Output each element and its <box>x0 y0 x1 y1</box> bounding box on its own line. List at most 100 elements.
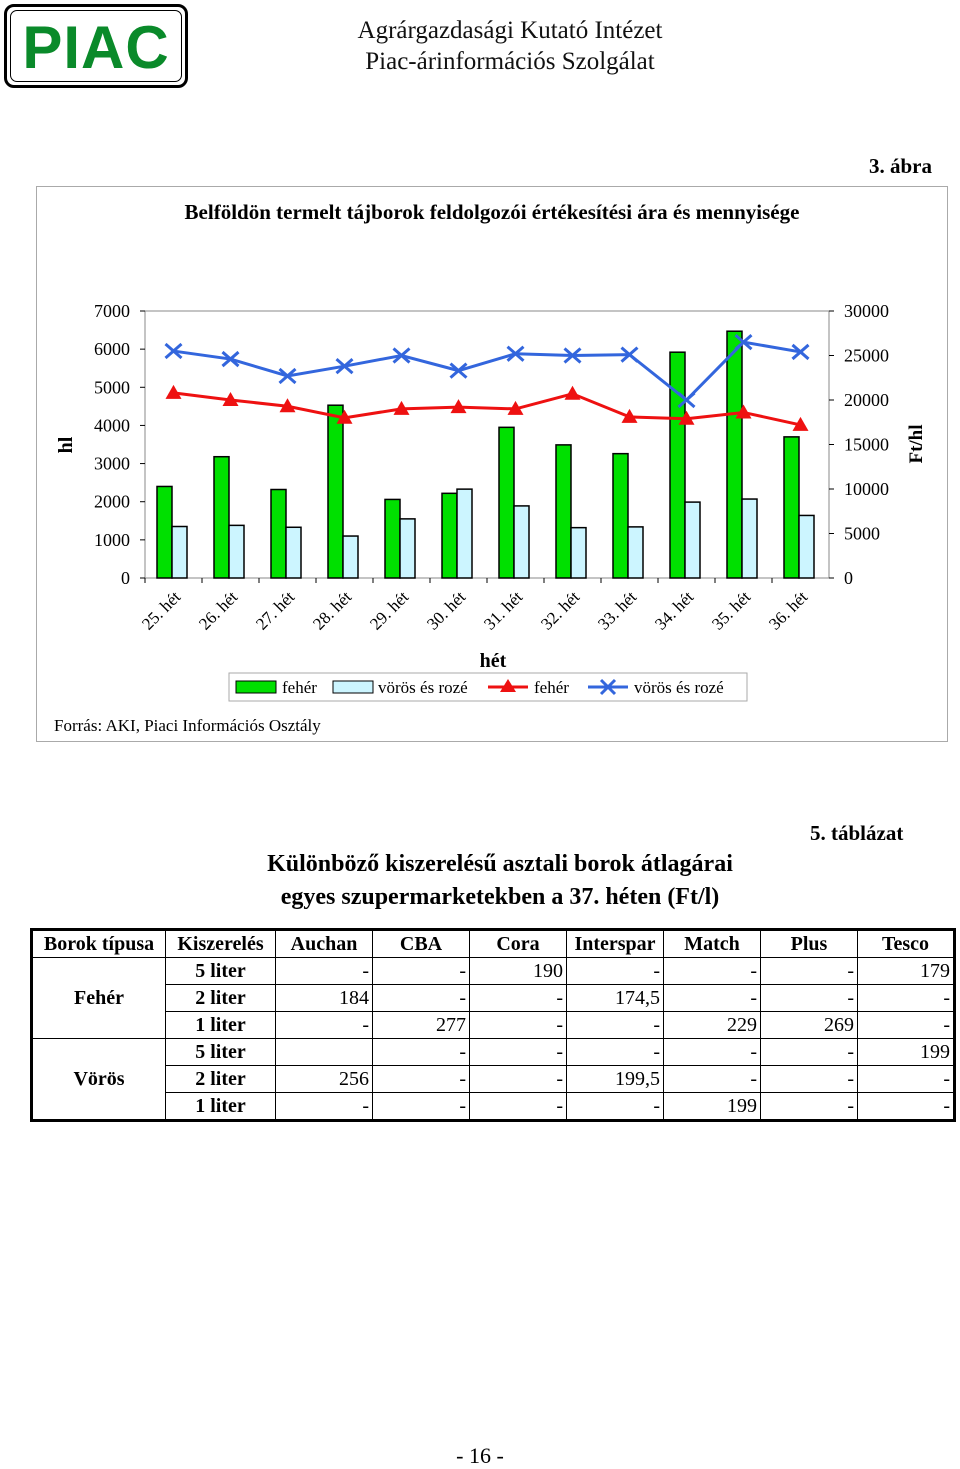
left-tick-label: 3000 <box>94 454 130 474</box>
line-white-price <box>173 391 801 427</box>
bar-white <box>384 498 401 579</box>
x-tick-label: 26. hét <box>195 587 241 633</box>
price-cell: - <box>760 1065 858 1093</box>
price-cell: 179 <box>857 957 955 985</box>
price-cell: - <box>372 957 470 985</box>
bar-red-rose <box>456 488 473 579</box>
x-axis-ticks: 25. hét 26. hét 27. hét 28. hét 29. hét 30. h… <box>138 587 811 633</box>
price-cell: - <box>760 1092 858 1121</box>
left-tick-label: 0 <box>121 568 130 588</box>
triangle-marker <box>507 400 524 415</box>
price-cell: - <box>566 1038 664 1066</box>
price-cell: - <box>372 1065 470 1093</box>
bar-red-rose <box>627 526 644 579</box>
price-cell: - <box>469 1038 567 1066</box>
bar-red-rose <box>171 525 188 579</box>
table-title-line1: Különböző kiszerelésű asztali borok átla… <box>267 851 733 877</box>
left-tick-label: 4000 <box>94 415 130 435</box>
price-cell: - <box>275 1092 373 1121</box>
legend-marker-x <box>599 678 617 696</box>
plot-area <box>144 310 830 579</box>
bar-red-rose <box>228 524 245 579</box>
price-cell: - <box>857 984 955 1012</box>
piac-logo: PIAC <box>4 4 188 88</box>
x-marker-stroke <box>734 334 753 351</box>
right-tick-label: 0 <box>844 568 853 588</box>
column-header: Kiszerelés <box>165 929 276 958</box>
price-cell: 199 <box>857 1038 955 1066</box>
table-title-line2: egyes szupermarketekben a 37. héten (Ft/… <box>280 884 720 910</box>
y-axis-label: hl <box>55 436 77 453</box>
price-cell: - <box>663 984 761 1012</box>
x-marker-stroke <box>164 342 183 360</box>
left-tick-label: 6000 <box>94 339 130 359</box>
left-tick-label: 5000 <box>94 377 130 397</box>
column-header: Tesco <box>857 929 955 958</box>
package-cell: 1 liter <box>165 1011 276 1039</box>
table-header-row: Borok típusa Kiszerelés Auchan CBA Cora Inter… <box>31 929 955 958</box>
table-number: 5. táblázat <box>810 821 904 845</box>
price-cell: 199,5 <box>566 1065 664 1093</box>
table-title: Különböző kiszerelésű asztali borok átla… <box>200 848 800 914</box>
triangle-marker <box>678 410 695 425</box>
line-series <box>164 334 810 431</box>
combo-chart: 0 1000 2000 3000 4000 5000 6000 7000 0 5000 10000… <box>55 301 927 702</box>
triangle-marker <box>222 392 239 406</box>
line-red-rose-price <box>173 340 801 403</box>
bar-red-rose <box>399 518 416 579</box>
right-tick-label: 15000 <box>844 435 889 455</box>
column-header: Borok típusa <box>31 929 166 958</box>
x-tick-label: 33. hét <box>594 587 640 633</box>
bar-red-rose <box>342 535 359 579</box>
price-cell: 269 <box>760 1011 858 1039</box>
price-cell: - <box>566 1092 664 1121</box>
x-marker-stroke <box>791 343 810 361</box>
triangle-marker <box>393 400 410 415</box>
table-row: 2 liter 184- -174,5- - - <box>32 984 955 1012</box>
table-row: 2 liter 256- -199,5- - - <box>32 1065 955 1093</box>
x-marker-stroke <box>335 358 354 375</box>
x-marker <box>734 334 753 351</box>
x-marker <box>392 347 411 364</box>
x-tick-label: 29. hét <box>366 587 412 633</box>
price-cell: - <box>663 1065 761 1093</box>
bar-white <box>327 404 344 579</box>
logo-text: PIAC <box>22 14 170 81</box>
logo-inner-border <box>10 10 182 82</box>
right-tick-label: 20000 <box>844 390 889 410</box>
price-cell: - <box>372 984 470 1012</box>
price-cell: - <box>760 1038 858 1066</box>
legend-swatch-white-bar <box>235 680 277 694</box>
legend: fehér vörös és rozé fehér vörös és rozé <box>228 672 748 702</box>
x-marker <box>278 367 297 385</box>
left-tick-label: 7000 <box>94 301 130 321</box>
price-cell: 184 <box>275 984 373 1012</box>
price-cell <box>275 1038 373 1066</box>
x-tick-label: 25. hét <box>138 587 184 633</box>
legend-label-white-bar: fehér <box>282 678 317 697</box>
x-tick-label: 34. hét <box>651 587 697 633</box>
triangle-marker <box>792 416 809 431</box>
left-axis-ticks: 0 1000 2000 3000 4000 5000 6000 7000 <box>94 301 145 588</box>
table-row: 1 liter -277- -229 269- <box>32 1011 955 1039</box>
price-cell: - <box>469 984 567 1012</box>
legend-label-red-line: vörös és rozé <box>634 678 724 697</box>
x-marker <box>677 391 696 409</box>
column-header: Cora <box>469 929 567 958</box>
x-marker-stroke <box>392 347 411 364</box>
price-cell: - <box>469 1065 567 1093</box>
institute-name: Agrárgazdasági Kutató Intézet <box>357 17 663 44</box>
price-cell: - <box>663 1038 761 1066</box>
wine-type-cell: Fehér <box>31 957 166 1039</box>
x-marker-stroke <box>506 345 525 362</box>
x-marker <box>620 346 639 363</box>
column-header: Auchan <box>275 929 373 958</box>
package-cell: 2 liter <box>165 984 276 1012</box>
x-marker <box>164 342 183 360</box>
x-marker-stroke <box>278 367 297 385</box>
left-tick-label: 2000 <box>94 492 130 512</box>
price-cell: - <box>857 1011 955 1039</box>
package-cell: 5 liter <box>165 1038 276 1066</box>
x-marker-stroke <box>677 391 696 409</box>
price-cell: - <box>857 1092 955 1121</box>
